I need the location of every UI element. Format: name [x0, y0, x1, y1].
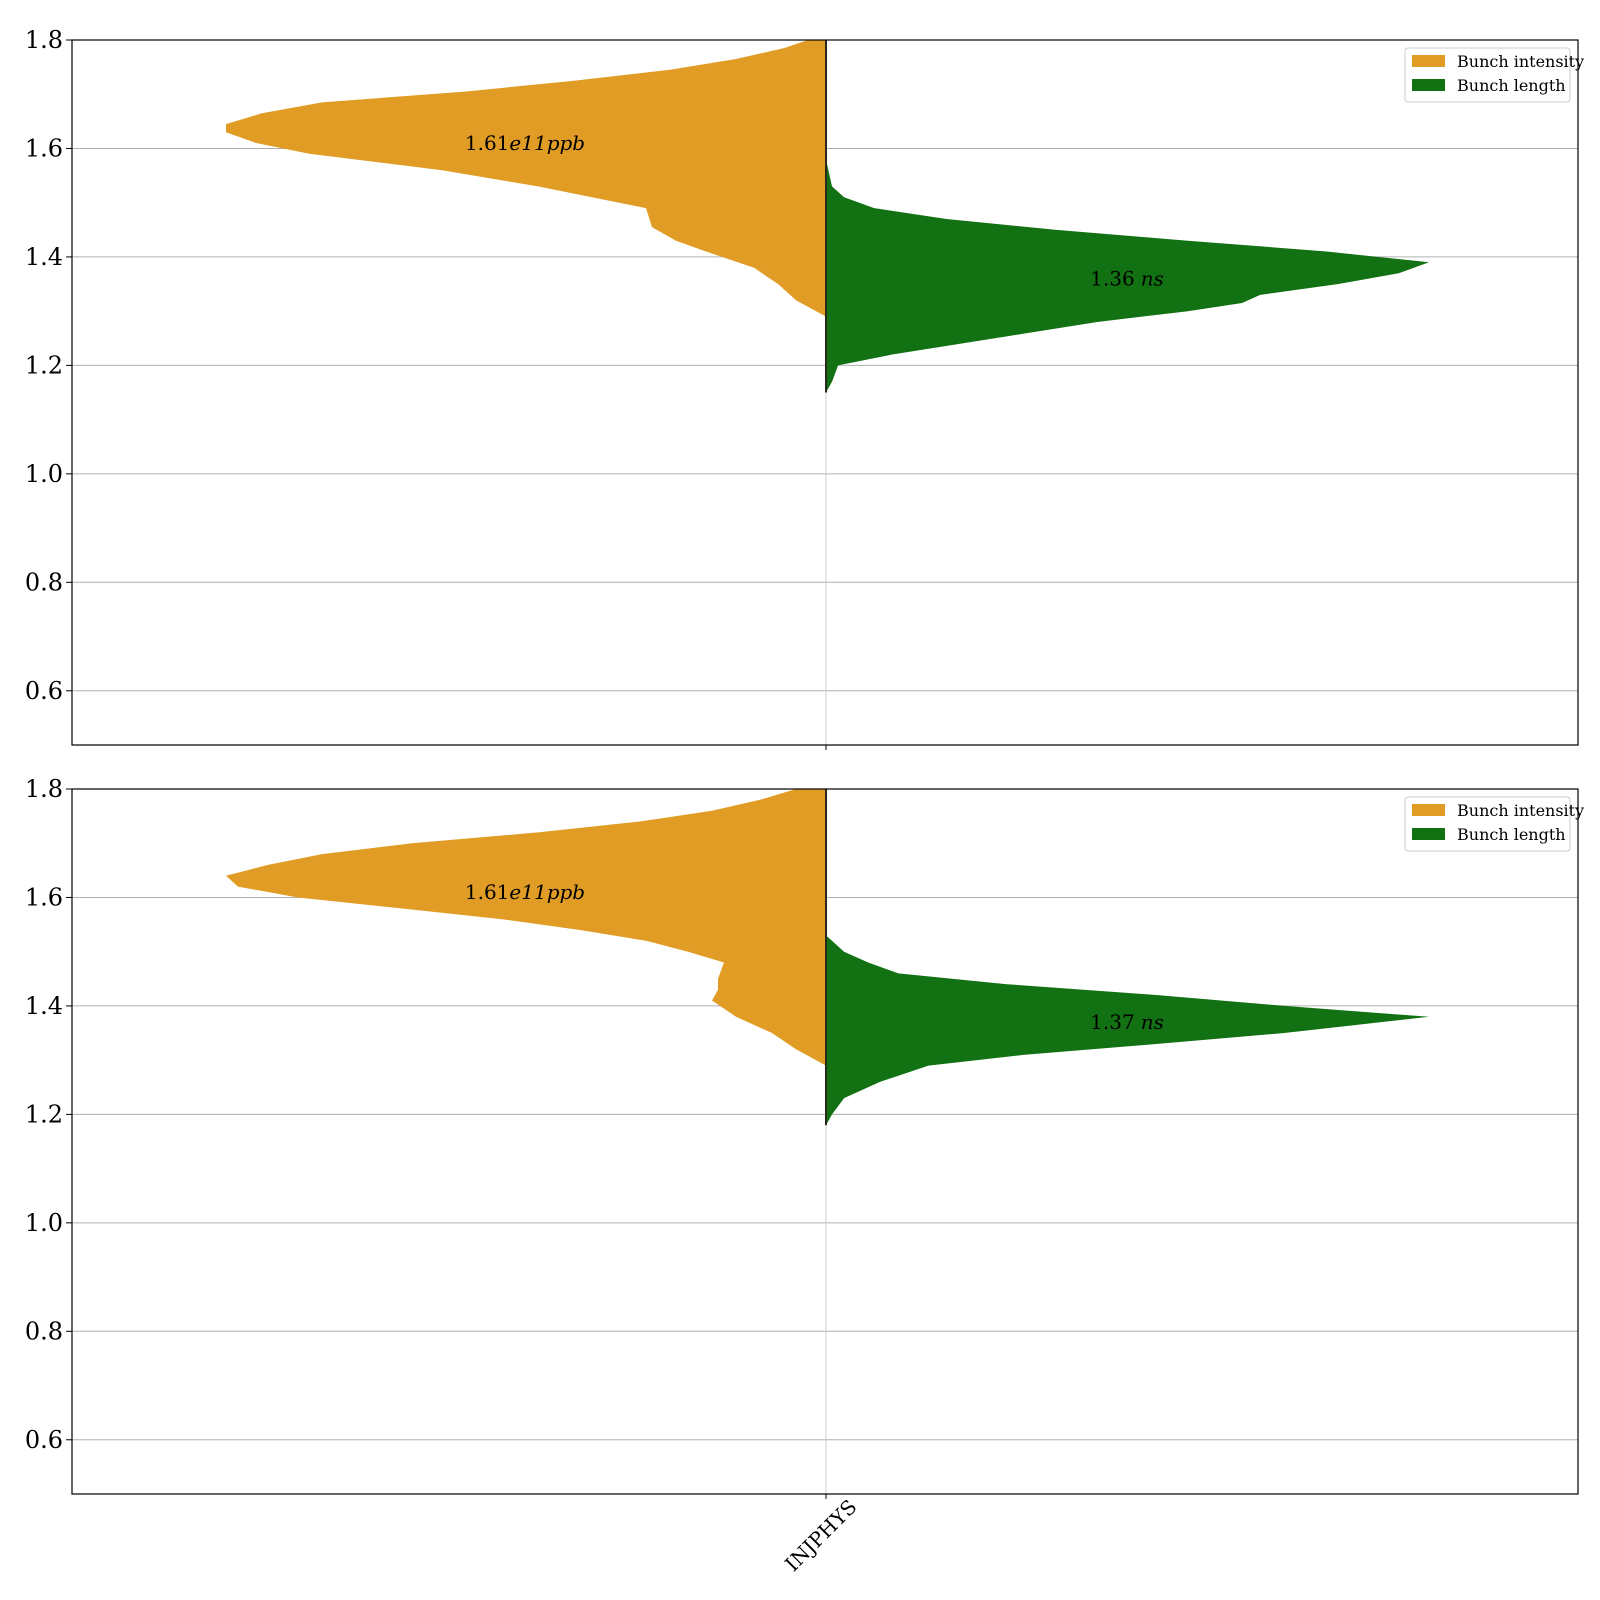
- y-tick-label: 0.8: [25, 568, 63, 596]
- violin-bunch-intensity: [226, 40, 826, 317]
- legend-box: [1404, 796, 1571, 852]
- y-tick-label: 0.6: [25, 1426, 63, 1454]
- length-annotation: 1.36 ns: [1090, 267, 1164, 291]
- violin-bunch-length: [826, 159, 1429, 393]
- intensity-annotation: 1.61e11ppb: [465, 880, 585, 904]
- chart-panel-top: 0.6 0.8 1.0 1.2 1.4 1.6 1.8 1.61e11ppb 1.36 ns Bun…: [25, 26, 1584, 750]
- y-tick-label: 1.6: [25, 883, 63, 911]
- legend-swatch: [1412, 804, 1445, 816]
- y-tick-label: 0.8: [25, 1317, 63, 1345]
- axes-frame: [71, 39, 1579, 746]
- annotation-value: 1.37: [1090, 1010, 1135, 1034]
- y-tick-label: 0.6: [25, 677, 63, 705]
- length-annotation: 1.37 ns: [1090, 1010, 1164, 1034]
- legend-label: Bunch intensity: [1457, 801, 1584, 820]
- y-tick-label: 1.2: [25, 1100, 63, 1128]
- violin-bunch-intensity: [226, 789, 826, 1066]
- annotation-value: 1.36: [1090, 267, 1135, 291]
- y-tick-label: 1.8: [25, 26, 63, 54]
- y-tick-label: 1.6: [25, 134, 63, 162]
- y-tick-label: 1.8: [25, 775, 63, 803]
- legend: Bunch intensity Bunch length: [1404, 47, 1584, 103]
- x-tick-label: INJPHYS: [780, 1495, 861, 1576]
- annotation-value: 1.61: [465, 880, 510, 904]
- y-tick-label: 1.4: [25, 243, 63, 271]
- y-tick-label: 1.4: [25, 992, 63, 1020]
- axes-frame: [71, 788, 1579, 1495]
- y-tick-label: 1.0: [25, 460, 63, 488]
- violin-group: [226, 40, 1429, 393]
- violin-group: [226, 789, 1429, 1126]
- annotation-unit: ns: [1141, 1010, 1164, 1034]
- legend: Bunch intensity Bunch length: [1404, 796, 1584, 852]
- legend-label: Bunch intensity: [1457, 52, 1584, 71]
- intensity-annotation: 1.61e11ppb: [465, 131, 585, 155]
- annotation-value: 1.61: [465, 131, 510, 155]
- annotation-unit: e11ppb: [509, 880, 585, 904]
- chart-panel-bottom: 0.6 0.8 1.0 1.2 1.4 1.6 1.8 1.61e11ppb 1.37 ns INJ…: [25, 775, 1584, 1576]
- legend-swatch: [1412, 55, 1445, 67]
- y-tick-label: 1.0: [25, 1209, 63, 1237]
- y-tick-label: 1.2: [25, 351, 63, 379]
- annotation-unit: e11ppb: [509, 131, 585, 155]
- annotation-unit: ns: [1141, 267, 1164, 291]
- violin-bunch-length: [826, 935, 1429, 1126]
- legend-swatch: [1412, 79, 1445, 91]
- legend-swatch: [1412, 828, 1445, 840]
- legend-box: [1404, 47, 1571, 103]
- legend-label: Bunch length: [1457, 76, 1566, 95]
- legend-label: Bunch length: [1457, 825, 1566, 844]
